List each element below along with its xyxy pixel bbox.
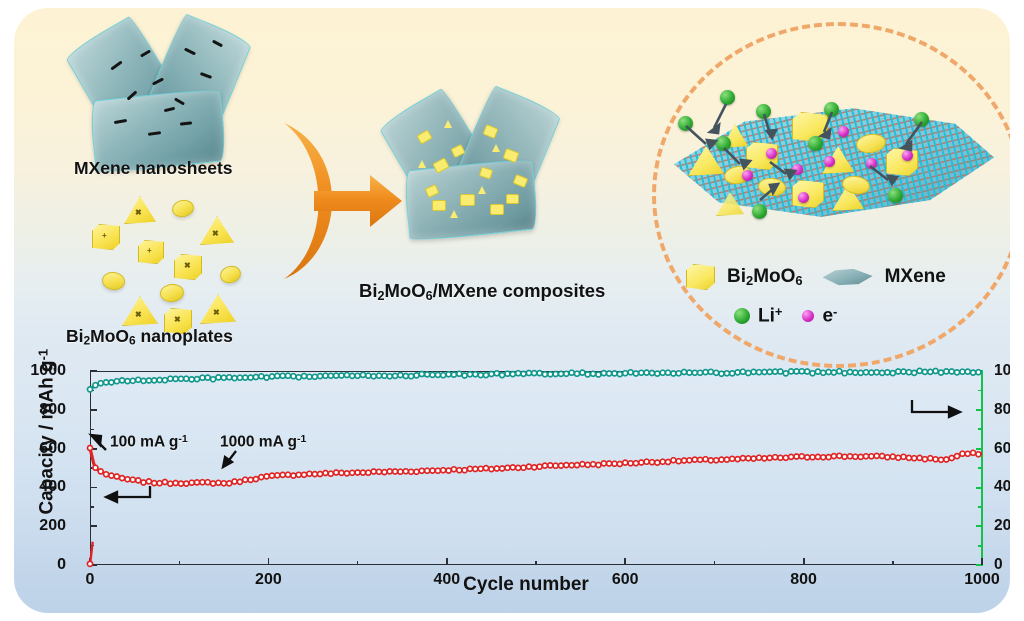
plot-area bbox=[90, 371, 982, 565]
y-tick-label-left: 400 bbox=[39, 478, 66, 496]
cycling-performance-chart: Capacity / mAh g-1 Coulombic efficiency … bbox=[14, 328, 1010, 600]
x-minor-tick bbox=[356, 561, 359, 565]
x-tick-label: 600 bbox=[611, 571, 639, 588]
y-tick-mark-right bbox=[976, 486, 983, 489]
y-tick-label-left: 0 bbox=[57, 556, 66, 573]
electron-icon bbox=[802, 309, 815, 322]
lithium-ion-icon bbox=[734, 307, 750, 324]
legend-row-carriers: Li+ e- bbox=[734, 304, 996, 327]
y-minor-tick-left bbox=[90, 506, 94, 508]
y-minor-tick-left bbox=[90, 428, 94, 431]
y-tick-mark-left bbox=[90, 447, 97, 450]
x-tick-label: 1000 bbox=[964, 571, 1000, 588]
abstract-panel: MXene nanosheets ✖ + ✖ + ✖ ✖ ✖ ✖ Bi2MoO6… bbox=[14, 8, 1010, 613]
y-axis-label-right: Coulombic efficiency / % bbox=[1009, 303, 1010, 553]
hexagon-plate-icon bbox=[686, 264, 715, 290]
y-tick-mark-left bbox=[90, 525, 97, 528]
y-minor-tick-right bbox=[978, 506, 983, 508]
y-minor-tick-left bbox=[90, 467, 94, 469]
bi2moo6-nanoplates-label: Bi2MoO6 nanoplates bbox=[66, 326, 233, 348]
y-tick-mark-right bbox=[976, 408, 983, 411]
legend-label-lithium: Li+ bbox=[758, 304, 783, 327]
y-minor-tick-right bbox=[978, 467, 983, 469]
y-tick-label-left: 1000 bbox=[30, 362, 66, 379]
y-minor-tick-right bbox=[978, 428, 983, 431]
y-tick-label-left: 200 bbox=[39, 517, 66, 535]
x-minor-tick bbox=[535, 561, 537, 565]
y-tick-mark-left bbox=[90, 486, 97, 489]
y-tick-mark-left bbox=[90, 409, 97, 411]
x-minor-tick bbox=[178, 561, 181, 565]
y-tick-label-right: 80 bbox=[994, 400, 1010, 418]
x-axis-label: Cycle number bbox=[463, 574, 589, 595]
y-tick-mark-right bbox=[976, 370, 983, 373]
y-minor-tick-right bbox=[978, 389, 983, 392]
x-tick-label: 400 bbox=[433, 571, 461, 588]
x-tick-mark bbox=[89, 558, 91, 565]
x-minor-tick bbox=[713, 561, 716, 565]
y-tick-mark-right bbox=[976, 525, 983, 528]
y-tick-mark-right bbox=[976, 564, 983, 567]
x-minor-tick bbox=[892, 561, 894, 565]
legend-label-bi2moo6: Bi2MoO6 bbox=[727, 266, 803, 288]
y-tick-label-right: 100 bbox=[994, 362, 1010, 379]
closeup-legend: Bi2MoO6 MXene Li+ e- bbox=[686, 264, 996, 327]
x-tick-mark bbox=[624, 558, 627, 565]
y-tick-label-right: 60 bbox=[994, 439, 1010, 457]
y-tick-mark-left bbox=[90, 564, 97, 566]
y-minor-tick-right bbox=[978, 544, 983, 547]
y-tick-label-left: 600 bbox=[39, 439, 66, 457]
y-tick-label-left: 800 bbox=[39, 400, 66, 418]
x-tick-label: 200 bbox=[255, 571, 282, 588]
x-tick-mark bbox=[981, 558, 983, 565]
mxene-composite-closeup bbox=[674, 88, 994, 233]
x-tick-label: 800 bbox=[790, 571, 817, 588]
mxene-flake-icon bbox=[822, 268, 873, 286]
y-tick-mark-left bbox=[90, 370, 97, 372]
y-tick-label-right: 20 bbox=[994, 517, 1010, 535]
x-tick-label: 0 bbox=[85, 571, 95, 588]
y-minor-tick-left bbox=[90, 389, 94, 392]
legend-label-electron: e- bbox=[822, 304, 838, 327]
legend-label-mxene: MXene bbox=[884, 266, 946, 287]
y-minor-tick-left bbox=[90, 544, 94, 547]
y-tick-label-right: 0 bbox=[994, 556, 1003, 573]
composite-label: Bi2MoO6/MXene composites bbox=[359, 280, 606, 303]
x-tick-mark bbox=[267, 558, 270, 565]
legend-row-materials: Bi2MoO6 MXene bbox=[686, 264, 996, 290]
annotation-100ma: 100 mA g-1 bbox=[110, 433, 188, 451]
y-tick-label-right: 40 bbox=[994, 478, 1010, 496]
zoom-circle-outline bbox=[652, 22, 1010, 368]
merge-arrow-icon bbox=[266, 113, 406, 288]
x-tick-mark bbox=[802, 558, 805, 565]
y-tick-mark-right bbox=[976, 447, 983, 450]
x-tick-mark bbox=[446, 558, 448, 565]
mxene-nanosheets-label: MXene nanosheets bbox=[74, 158, 233, 178]
annotation-1000ma: 1000 mA g-1 bbox=[220, 433, 307, 451]
